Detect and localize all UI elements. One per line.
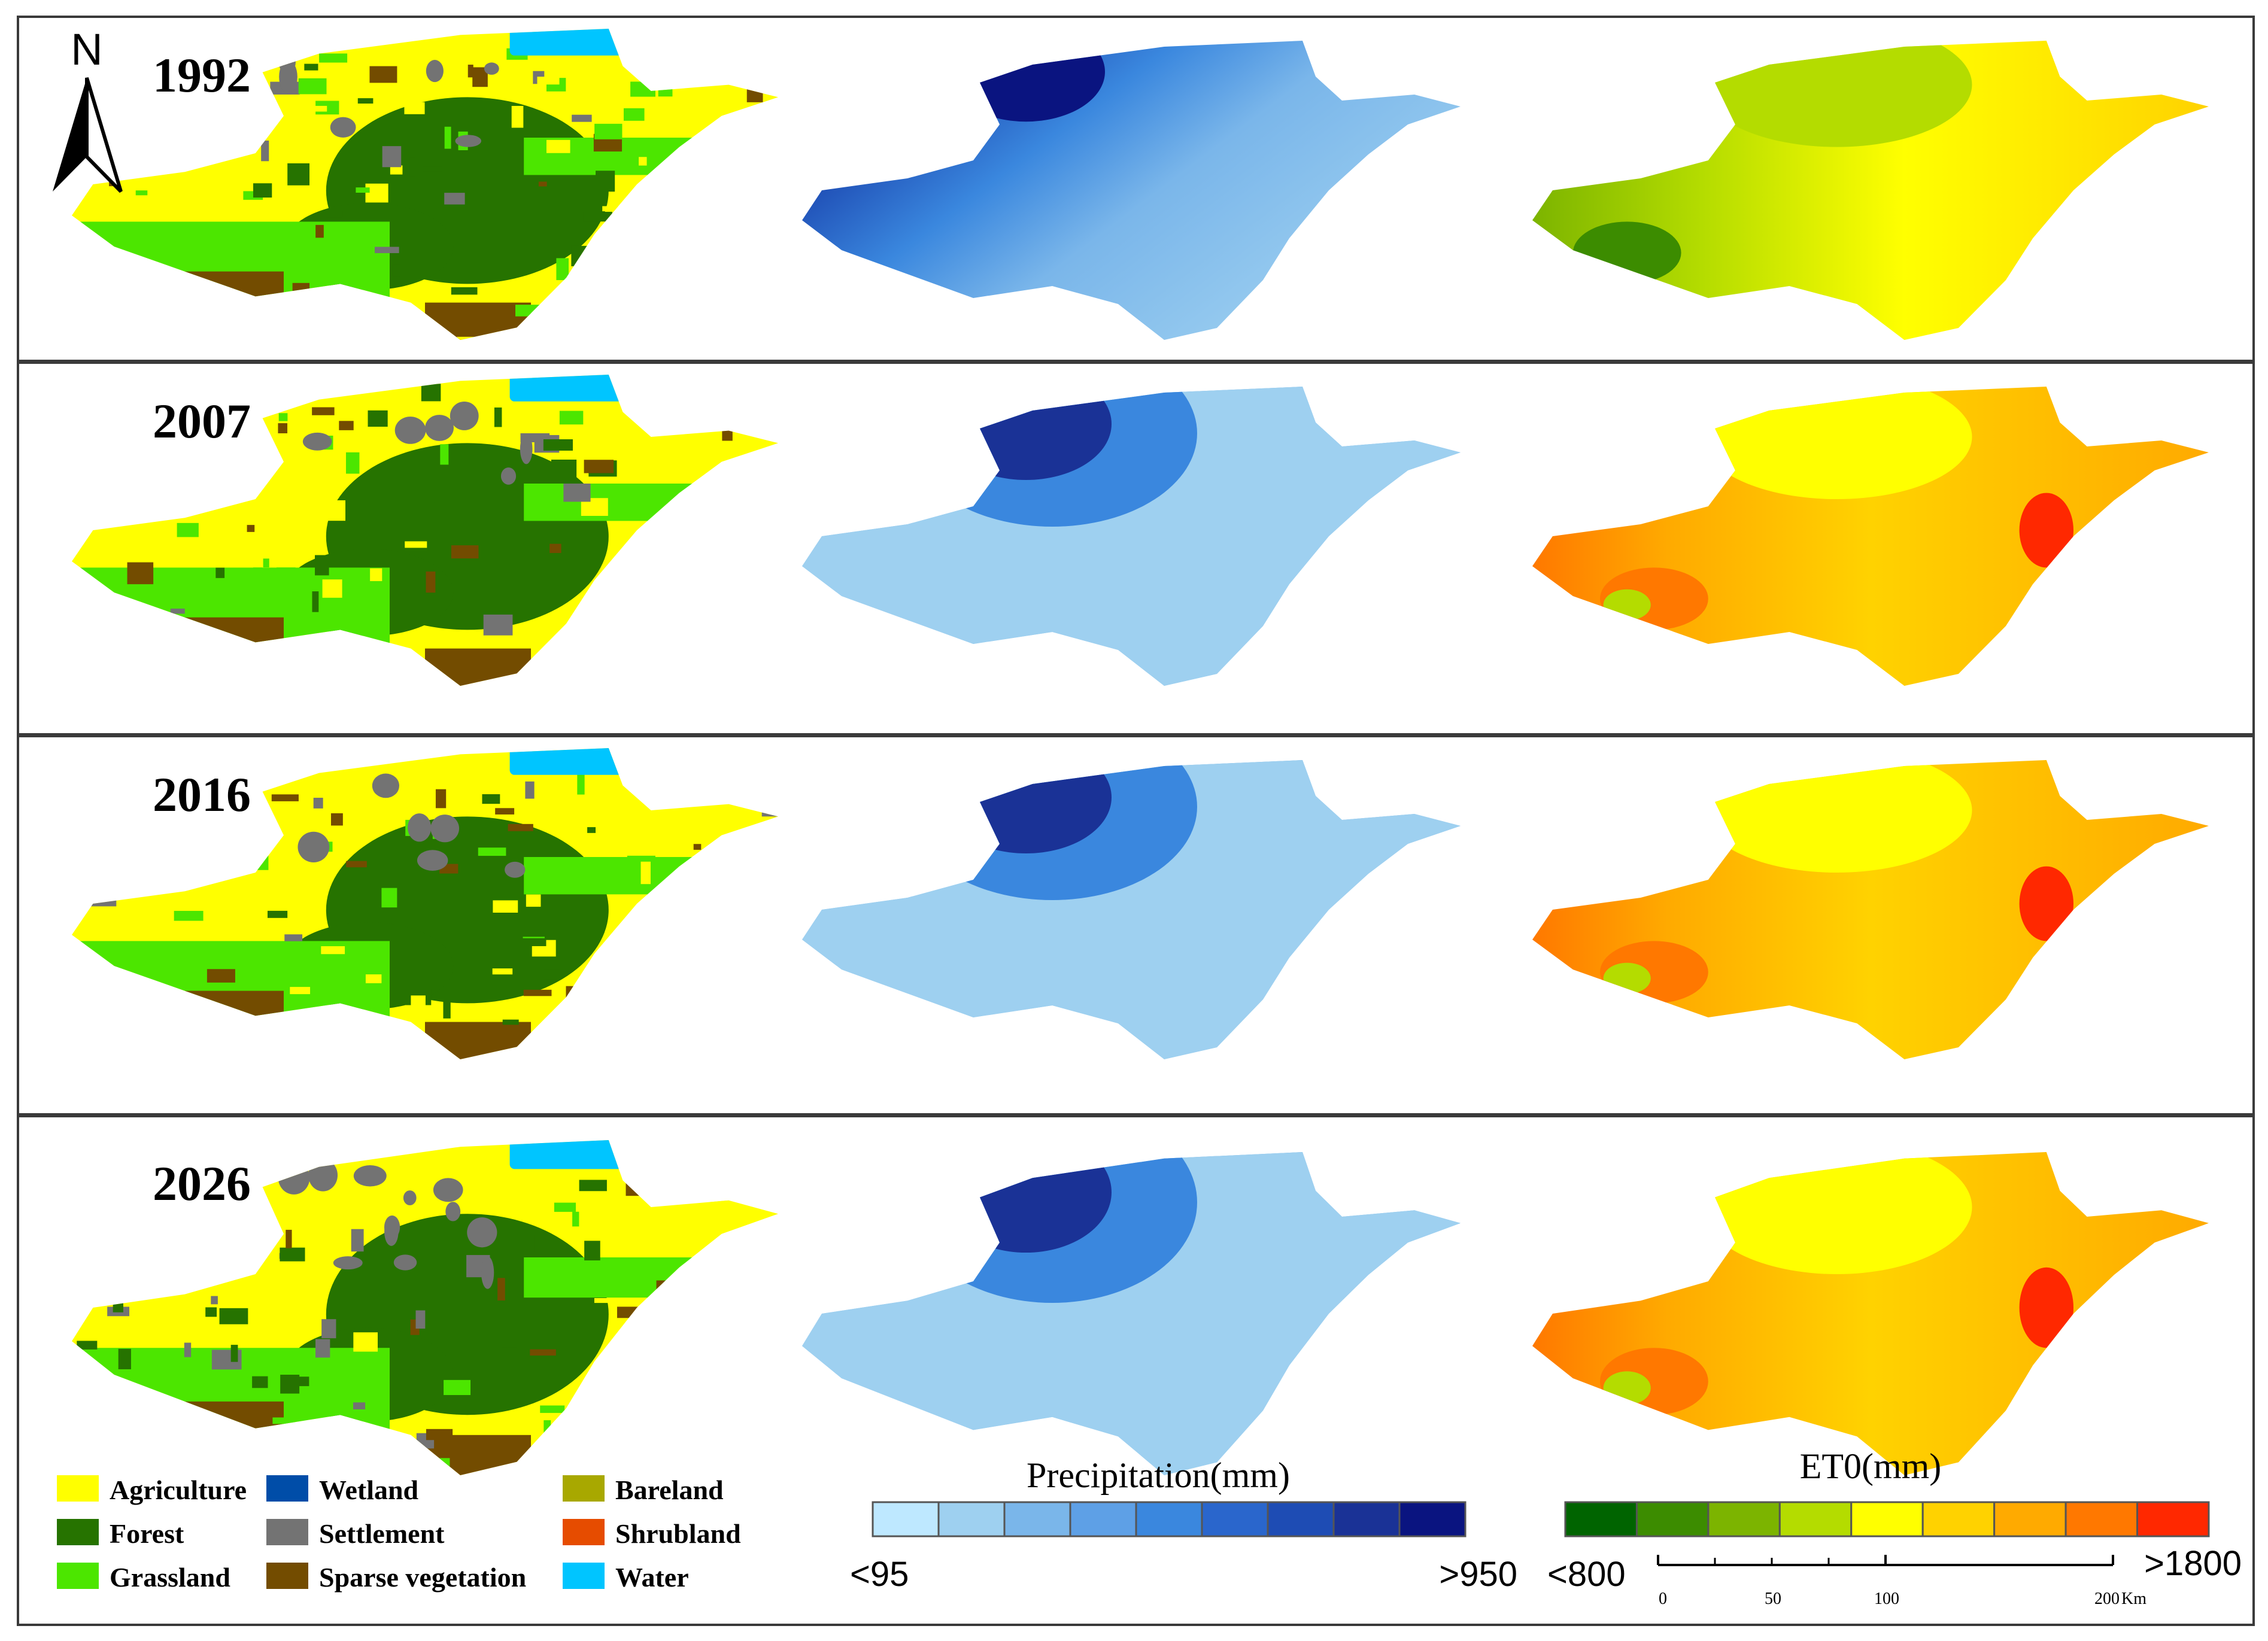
et0-swatch [1564, 1501, 1638, 1537]
precipitation-swatch [1267, 1501, 1335, 1537]
legend-item-wetland: Wetland [266, 1475, 419, 1505]
et0-map [1532, 387, 2209, 686]
legend-label: Settlement [319, 1518, 445, 1549]
et0-swatch [1778, 1501, 1853, 1537]
precipitation-swatch [872, 1501, 940, 1537]
legend-label: Bareland [615, 1475, 724, 1505]
et0-swatch [2064, 1501, 2139, 1537]
precipitation-swatch [1201, 1501, 1269, 1537]
precipitation-legend-title: Precipitation(mm) [1027, 1455, 1290, 1495]
precipitation-map [802, 760, 1461, 1059]
precipitation-map [802, 1152, 1461, 1475]
scale-tick-50: 50 [1765, 1590, 1781, 1608]
et0-swatch [1635, 1501, 1710, 1537]
et0-map [1532, 760, 2209, 1059]
precipitation-swatch [1332, 1501, 1401, 1537]
landcover-legend: Agriculture Forest Grassland Wetland Settlem… [57, 1475, 741, 1593]
panel-2007: 2007 [17, 361, 2255, 736]
panel-year-label: 2026 [153, 1156, 251, 1211]
precipitation-min-label: <95 [850, 1555, 909, 1594]
et0-swatch [1921, 1501, 1996, 1537]
legend-label: Wetland [319, 1475, 419, 1505]
precipitation-swatch [1398, 1501, 1467, 1537]
legend-label: Shrubland [615, 1518, 741, 1549]
et0-swatch [1850, 1501, 1924, 1537]
precipitation-swatch [1003, 1501, 1071, 1537]
north-arrow-label: N [71, 25, 102, 74]
legend-item-agriculture: Agriculture [57, 1475, 247, 1505]
legend-item-grassland: Grassland [57, 1562, 230, 1593]
legend-item-bareland: Bareland [563, 1475, 724, 1505]
precipitation-swatch [1069, 1501, 1137, 1537]
north-arrow-icon [53, 78, 87, 192]
scale-tick-200: 200 [2094, 1590, 2120, 1608]
et0-swatch [2136, 1501, 2210, 1537]
legend-label: Sparse vegetation [319, 1562, 526, 1593]
legend-item-sparse-vegetation: Sparse vegetation [266, 1562, 526, 1593]
et0-max-label: >1800 [2144, 1544, 2242, 1583]
scale-tick-0: 0 [1659, 1590, 1667, 1608]
scale-bar: 0 50 100 200 Km [1657, 1555, 2146, 1608]
et0-swatch [1993, 1501, 2067, 1537]
legend-item-water: Water [563, 1562, 689, 1593]
precipitation-swatch [937, 1501, 1006, 1537]
legend-label: Agriculture [110, 1475, 247, 1505]
et0-swatch [1707, 1501, 1781, 1537]
panel-year-label: 2007 [153, 394, 251, 448]
scale-tick-100: 100 [1874, 1590, 1899, 1608]
legend-label: Water [615, 1562, 689, 1593]
et0-legend: ET0(mm) <800 >1800 [1547, 1446, 2242, 1594]
et0-map [1532, 1152, 2209, 1475]
precipitation-legend: Precipitation(mm) <95 >950 [850, 1455, 1517, 1594]
panel-2016: 2016 [17, 735, 2255, 1116]
et0-legend-title: ET0(mm) [1800, 1446, 1942, 1486]
panel-year-label: 2016 [153, 767, 251, 822]
et0-map [1532, 41, 2209, 340]
legend-item-forest: Forest [57, 1518, 184, 1549]
legend-label: Grassland [110, 1562, 230, 1593]
precipitation-map [802, 387, 1461, 686]
legend-item-settlement: Settlement [266, 1518, 445, 1549]
north-arrow-icon-right [85, 77, 123, 193]
legend-label: Forest [110, 1518, 184, 1549]
et0-min-label: <800 [1547, 1555, 1626, 1594]
legend-item-shrubland: Shrubland [563, 1518, 741, 1549]
precipitation-map [802, 41, 1461, 340]
precipitation-swatch [1135, 1501, 1203, 1537]
panel-1992: 1992 [17, 16, 2255, 362]
scale-unit: Km [2121, 1590, 2146, 1608]
panel-year-label: 1992 [153, 48, 251, 102]
landcover-map [72, 375, 778, 686]
precipitation-max-label: >950 [1439, 1555, 1517, 1594]
north-arrow: N [53, 25, 123, 193]
